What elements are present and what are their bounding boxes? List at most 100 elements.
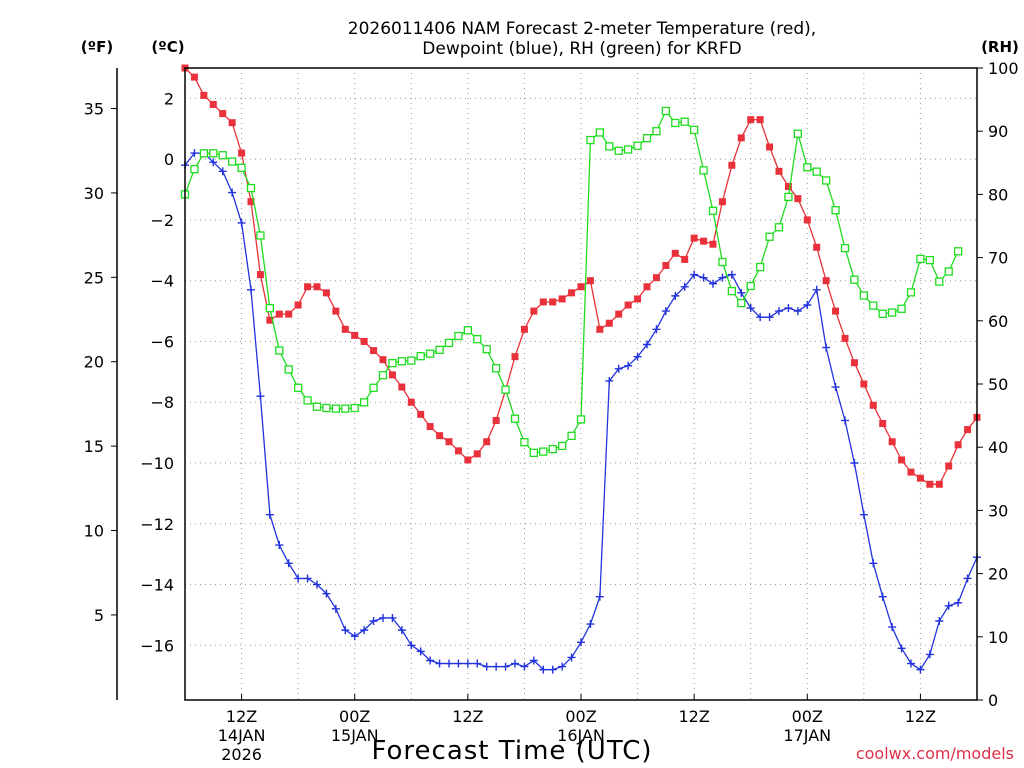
fahrenheit-tick-label: 15 [84, 437, 104, 456]
temperature-point [926, 480, 934, 488]
temperature-point [784, 183, 792, 190]
rh-point [812, 167, 821, 176]
dewpoint-point [643, 340, 651, 349]
dewpoint-point [501, 662, 510, 671]
temperature-point [426, 423, 434, 431]
dewpoint-point [322, 589, 331, 598]
x-tick-day-label: 16JAN [557, 726, 605, 745]
dewpoint-point [765, 313, 774, 322]
dewpoint-point [379, 613, 387, 622]
rh-point [576, 415, 586, 424]
rh-point [209, 149, 218, 158]
rh-point [218, 151, 227, 160]
temperature-point [803, 216, 811, 224]
dewpoint-point [831, 383, 840, 392]
rh-point [454, 331, 463, 341]
temperature-point [464, 456, 472, 464]
celsius-tick-label: −8 [150, 393, 174, 412]
dewpoint-point [492, 662, 501, 671]
rh-point [331, 404, 341, 413]
dewpoint-point [718, 273, 727, 282]
temperature-point [285, 310, 293, 318]
temperature-point [841, 334, 849, 342]
rh-point [718, 257, 727, 267]
celsius-tick-label: 2 [164, 89, 174, 108]
celsius-tick-label: −10 [140, 454, 174, 473]
dewpoint-point [944, 601, 953, 610]
temperature-point [709, 240, 717, 248]
temperature-point [209, 100, 217, 108]
dewpoint-point [463, 659, 472, 668]
dewpoint-point [435, 659, 444, 668]
rh-point [256, 231, 265, 240]
temperature-point [954, 441, 962, 449]
temperature-point [775, 167, 783, 175]
dewpoint-point [859, 510, 868, 519]
dewpoint-point [727, 270, 736, 279]
fahrenheit-axis-unit: (ºF) [81, 38, 113, 56]
temperature-point [200, 91, 208, 99]
dewpoint-point [511, 659, 519, 668]
rh-point [425, 349, 435, 358]
dewpoint-point [284, 559, 293, 568]
dewpoint-point [303, 574, 312, 583]
temperature-point [690, 234, 698, 242]
dewpoint-point [784, 304, 793, 313]
dewpoint-point [737, 288, 746, 297]
dewpoint-point [878, 592, 887, 601]
rh-point [359, 398, 369, 407]
axis-labels: 20−2−4−6−8−10−12−14−16353025201510510090… [84, 59, 1019, 764]
rh-point [190, 164, 199, 174]
temperature-point [634, 295, 642, 303]
rh-point [689, 125, 699, 135]
fahrenheit-tick-label: 20 [84, 353, 104, 372]
temperature-point [530, 307, 538, 315]
rh-tick-label: 90 [988, 122, 1008, 141]
temperature-point [549, 298, 557, 306]
rh-point [633, 141, 642, 150]
rh-tick-label: 60 [988, 312, 1008, 331]
temperature-point [190, 73, 198, 81]
dewpoint-point [473, 659, 482, 668]
temperature-point [577, 283, 585, 291]
dewpoint-point [341, 626, 350, 635]
rh-point [887, 308, 897, 317]
rh-point [567, 431, 576, 440]
temperature-point [436, 432, 444, 440]
rh-point [897, 304, 906, 313]
temperature-point [898, 456, 906, 464]
rh-point [510, 414, 520, 423]
temperature-point [454, 447, 462, 455]
rh-point [595, 128, 605, 137]
dewpoint-point [218, 167, 227, 176]
dewpoint-point [633, 352, 642, 361]
rh-point [774, 223, 784, 232]
chart-title-line-1: 2026011406 NAM Forecast 2-meter Temperat… [348, 19, 816, 39]
dewpoint-point [756, 313, 765, 322]
temperature-point [964, 426, 972, 434]
rh-point [322, 403, 331, 413]
temperature-point [322, 289, 330, 297]
dewpoint-point [624, 361, 633, 370]
rh-point [539, 447, 548, 456]
rh-point [199, 149, 209, 158]
rh-point [727, 286, 737, 296]
dewpoint-point [407, 641, 416, 650]
rh-point [482, 345, 491, 354]
temperature-point [417, 410, 425, 418]
dewpoint-point [746, 304, 755, 313]
dewpoint-point [812, 285, 821, 294]
temperature-point [445, 438, 453, 446]
temperature-point [850, 359, 858, 367]
dewpoint-point [925, 650, 934, 659]
dewpoint-point [237, 218, 246, 227]
rh-point [935, 277, 944, 286]
rh-tick-label: 30 [988, 501, 1008, 520]
temperature-point [313, 283, 321, 291]
celsius-tick-label: −12 [140, 515, 174, 534]
dewpoint-point [190, 149, 199, 158]
dewpoint-point [775, 307, 783, 316]
rh-point [557, 441, 567, 451]
temperature-point [539, 298, 547, 306]
temperature-point [256, 271, 264, 279]
